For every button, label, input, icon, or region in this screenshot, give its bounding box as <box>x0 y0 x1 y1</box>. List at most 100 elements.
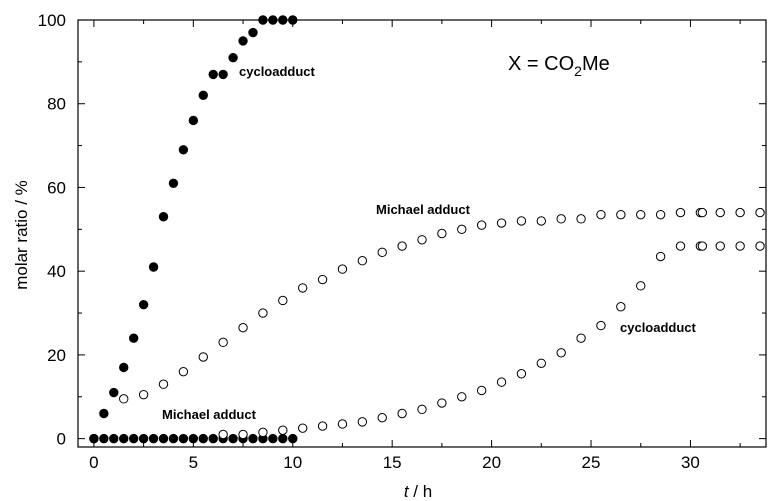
data-point-open <box>198 352 208 362</box>
data-point-open <box>675 207 686 218</box>
data-point-filled <box>158 212 169 222</box>
data-point-filled <box>278 433 288 444</box>
data-point-open <box>697 207 708 218</box>
data-point-open <box>655 209 666 220</box>
data-point-open <box>596 320 606 331</box>
data-point-filled <box>168 433 179 444</box>
data-point-filled <box>188 115 199 126</box>
data-point-open <box>397 408 407 419</box>
data-point-open <box>238 322 248 333</box>
data-point-filled <box>128 333 139 343</box>
data-point-open <box>516 216 527 226</box>
data-point-filled <box>158 433 169 444</box>
data-point-open <box>397 241 407 251</box>
data-point-open <box>675 241 686 251</box>
data-point-open <box>317 274 328 285</box>
x-axis-title-variable: t <box>404 482 410 501</box>
data-point-open <box>357 417 368 427</box>
data-point-open <box>218 337 228 348</box>
formula-prefix: X = CO <box>508 53 574 75</box>
data-point-open <box>457 224 467 235</box>
data-point-open <box>377 412 387 423</box>
data-point-open <box>556 214 566 224</box>
data-point-open <box>317 421 328 431</box>
formula-label: X = CO2Me <box>508 53 610 79</box>
data-point-open <box>457 392 467 402</box>
data-point-open <box>178 366 189 377</box>
x-axis-title-unit: / h <box>409 482 433 501</box>
data-point-open <box>496 377 507 387</box>
data-point-open <box>636 209 646 220</box>
plot-frame <box>77 19 767 448</box>
data-point-open <box>238 429 248 440</box>
data-point-open <box>476 385 487 396</box>
data-point-open <box>616 302 626 312</box>
data-point-open <box>437 228 447 239</box>
data-point-filled <box>288 433 298 444</box>
data-point-open <box>715 241 725 251</box>
data-point-open <box>138 389 149 400</box>
data-point-filled <box>278 15 288 25</box>
plot-area <box>77 19 767 448</box>
data-point-open <box>576 333 586 343</box>
data-point-open <box>735 207 745 218</box>
x-tick-label: 25 <box>582 453 601 472</box>
data-point-open <box>258 427 268 438</box>
annotation-michael-adduct-bottom: Michael adduct <box>162 407 257 422</box>
data-point-filled <box>148 433 159 444</box>
data-point-open <box>158 379 169 389</box>
data-point-filled <box>178 433 189 444</box>
data-point-open <box>417 235 427 245</box>
data-point-open <box>536 358 547 368</box>
data-point-filled <box>268 433 278 444</box>
data-point-open <box>337 419 348 429</box>
x-tick-label: 15 <box>383 453 402 472</box>
data-point-open <box>297 423 308 433</box>
data-point-open <box>297 283 308 293</box>
data-point-open <box>735 241 745 251</box>
data-point-open <box>576 214 586 224</box>
data-point-filled <box>268 15 278 25</box>
data-point-filled <box>119 433 129 444</box>
data-point-open <box>417 404 427 415</box>
annotation-cycloadduct-bottom: cycloadduct <box>620 320 697 335</box>
y-tick-label: 100 <box>38 11 66 30</box>
data-point-open <box>755 241 765 251</box>
data-point-open <box>437 398 447 408</box>
data-point-open <box>596 209 606 220</box>
data-point-open <box>377 247 387 258</box>
axis-ticks: 0 5 10 15 20 25 30 0 20 40 60 80 100 <box>38 11 766 472</box>
data-point-filled <box>208 433 218 444</box>
y-tick-label: 0 <box>57 430 66 449</box>
data-point-open <box>636 281 646 291</box>
formula-subscript: 2 <box>574 63 582 79</box>
data-point-filled <box>138 433 149 444</box>
data-point-filled <box>228 52 238 63</box>
data-point-filled <box>248 433 258 444</box>
data-points <box>89 15 765 444</box>
data-point-filled <box>248 27 258 38</box>
data-point-open <box>556 348 566 358</box>
data-point-open <box>697 241 708 251</box>
x-tick-label: 0 <box>89 453 98 472</box>
data-point-open <box>119 394 129 404</box>
data-point-filled <box>138 299 149 310</box>
data-point-filled <box>89 433 99 444</box>
data-point-filled <box>198 90 208 101</box>
data-point-filled <box>128 433 139 444</box>
data-point-filled <box>99 408 109 419</box>
data-point-filled <box>119 362 129 373</box>
data-point-filled <box>148 262 159 272</box>
data-point-open <box>655 251 666 262</box>
data-point-filled <box>178 145 189 155</box>
data-point-open <box>516 369 527 379</box>
data-point-open <box>536 216 547 226</box>
annotation-cycloadduct-top: cycloadduct <box>239 64 316 79</box>
x-axis-title: t / h <box>404 482 432 501</box>
data-point-open <box>476 220 487 230</box>
data-point-open <box>755 207 765 218</box>
data-point-open <box>616 209 626 220</box>
data-point-filled <box>288 15 298 25</box>
data-point-filled <box>258 15 268 25</box>
